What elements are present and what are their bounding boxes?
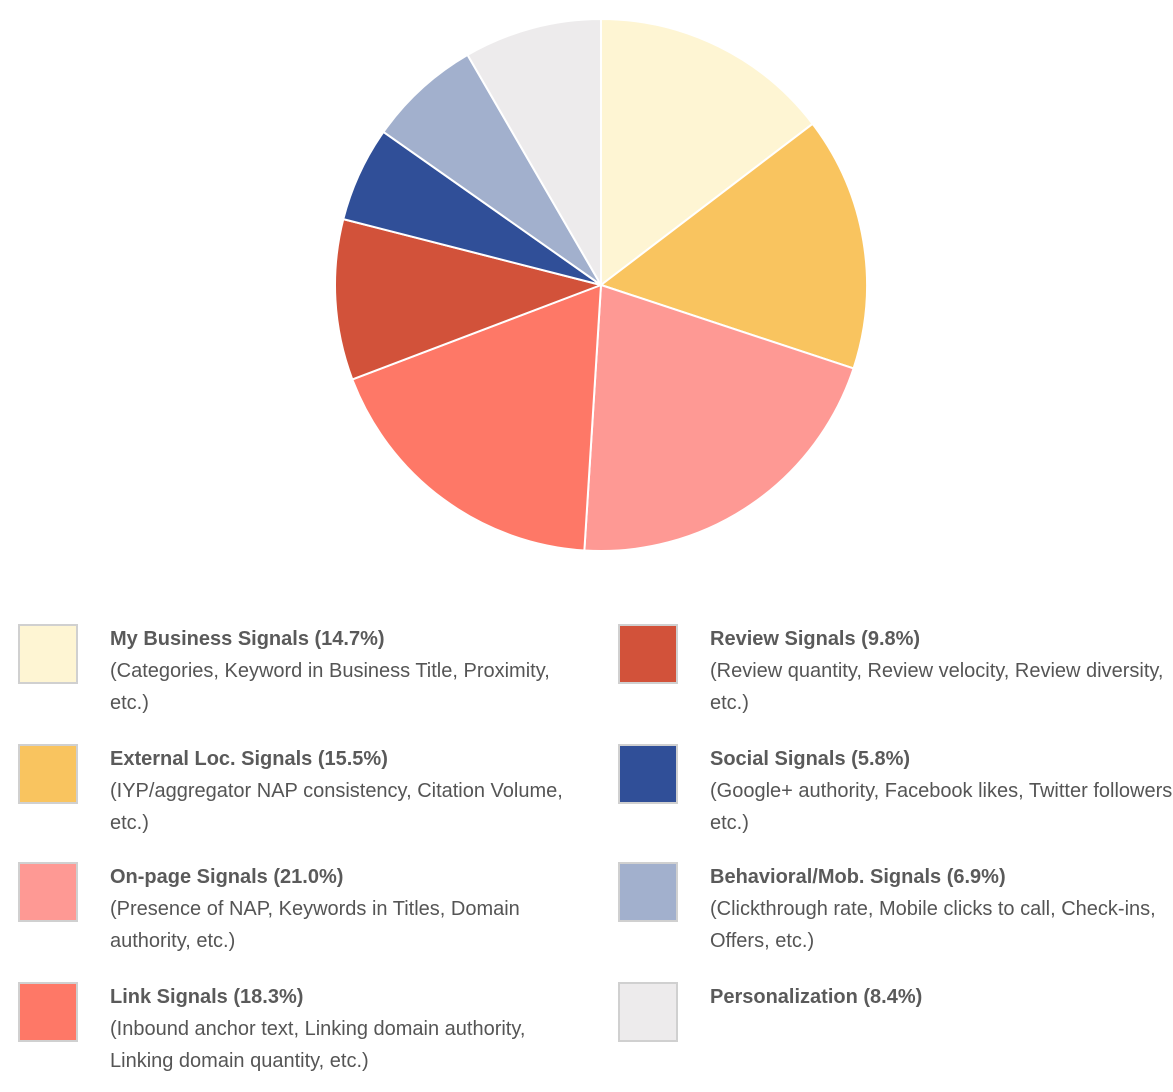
legend-text: Behavioral/Mob. Signals (6.9%) (Clickthro… xyxy=(710,861,1173,957)
legend-swatch xyxy=(618,982,678,1042)
legend-swatch xyxy=(618,624,678,684)
legend-swatch xyxy=(18,624,78,684)
pie-slice xyxy=(382,53,602,286)
legend-description: (Clickthrough rate, Mobile clicks to cal… xyxy=(710,898,1156,952)
legend-description: (Review quantity, Review velocity, Revie… xyxy=(710,660,1164,714)
legend-label: Review Signals (9.8%) xyxy=(710,628,921,650)
pie-slice xyxy=(466,18,602,286)
legend-swatch xyxy=(618,744,678,804)
legend-description: (Categories, Keyword in Business Title, … xyxy=(110,660,550,714)
pie-slice xyxy=(583,284,855,552)
legend-text: Social Signals (5.8%) (Google+ authority,… xyxy=(710,743,1173,839)
pie-slice xyxy=(334,218,602,381)
legend-text: Personalization (8.4%) xyxy=(710,981,1173,1013)
legend-text: Review Signals (9.8%) (Review quantity, R… xyxy=(710,623,1173,719)
legend-label: Behavioral/Mob. Signals (6.9%) xyxy=(710,866,1006,888)
legend-swatch xyxy=(18,862,78,922)
legend-description: (Inbound anchor text, Linking domain aut… xyxy=(110,1018,526,1072)
legend-label: Personalization (8.4%) xyxy=(710,986,923,1008)
legend-label: Link Signals (18.3%) xyxy=(110,986,304,1008)
legend-label: My Business Signals (14.7%) xyxy=(110,628,385,650)
legend-label: On-page Signals (21.0%) xyxy=(110,866,344,888)
legend-text: External Loc. Signals (15.5%) (IYP/aggreg… xyxy=(110,743,585,839)
legend-description: (Presence of NAP, Keywords in Titles, Do… xyxy=(110,898,520,952)
legend-description: (Google+ authority, Facebook likes, Twit… xyxy=(710,780,1173,834)
pie-slice xyxy=(600,122,868,370)
legend-swatch xyxy=(18,982,78,1042)
pie-chart xyxy=(334,18,868,552)
legend-label: External Loc. Signals (15.5%) xyxy=(110,748,388,770)
legend-swatch xyxy=(618,862,678,922)
legend-text: Link Signals (18.3%) (Inbound anchor text… xyxy=(110,981,585,1077)
legend-label: Social Signals (5.8%) xyxy=(710,748,911,770)
legend-swatch xyxy=(18,744,78,804)
pie-slice xyxy=(351,284,602,552)
legend-text: My Business Signals (14.7%) (Categories, … xyxy=(110,623,585,719)
legend-text: On-page Signals (21.0%) (Presence of NAP,… xyxy=(110,861,585,957)
pie-slice xyxy=(600,18,814,286)
legend-description: (IYP/aggregator NAP consistency, Citatio… xyxy=(110,780,563,834)
